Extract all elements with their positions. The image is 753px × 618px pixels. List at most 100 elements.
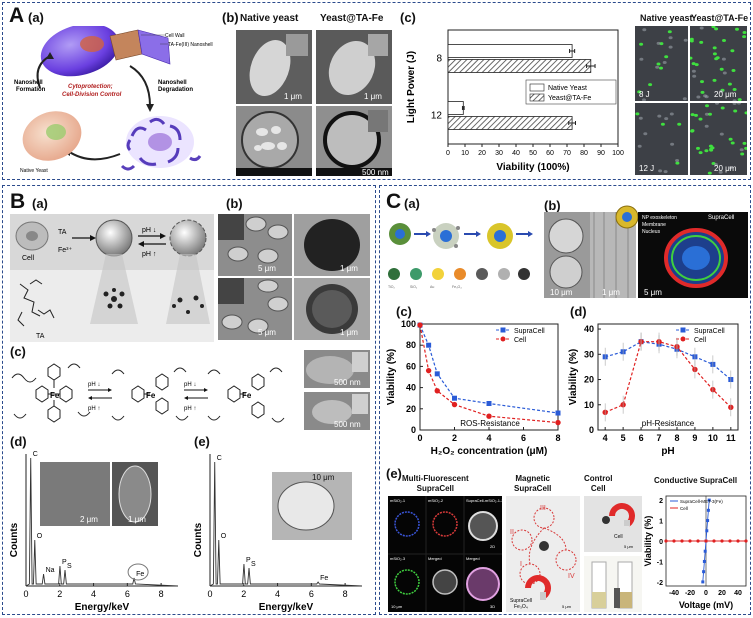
dead-cell <box>675 159 680 162</box>
dead-cell <box>699 26 704 30</box>
legend-label: Yeast@TA-Fe <box>548 95 591 102</box>
fluorescent-cell <box>637 90 642 94</box>
fluorescent-cell <box>720 106 725 110</box>
legend-marker <box>680 327 686 333</box>
panel-a-b-label: (b) <box>222 10 239 25</box>
fluorescent-cell <box>737 98 742 101</box>
x-tick-label: 7 <box>657 433 662 443</box>
e-multi-title: Multi-Fluorescent SupraCell <box>402 474 469 493</box>
svg-text:2D: 2D <box>490 544 495 549</box>
data-point <box>426 342 432 348</box>
dead-cell <box>713 163 718 166</box>
x-tick-label: 100 <box>612 150 624 157</box>
bar <box>447 101 464 115</box>
e-magnetic-title: Magnetic SupraCell <box>514 474 552 493</box>
data-point <box>705 529 709 533</box>
eds-scale: 1 μm <box>128 515 146 524</box>
c-scale-5um: 5 μm <box>644 288 662 297</box>
dead-cell <box>637 144 642 148</box>
data-point <box>703 549 707 553</box>
x-tick-label: 0 <box>446 150 450 157</box>
fl-ta-8j: 20 μm <box>690 26 747 101</box>
b-ph-down: pH ↓ <box>142 227 156 234</box>
x-tick-label: 0 <box>704 590 708 597</box>
fluorescent-cell <box>709 147 714 151</box>
series-line <box>419 324 559 424</box>
dead-cell <box>668 36 673 40</box>
dead-cell <box>696 95 701 99</box>
y-tick-label: -2 <box>657 580 663 587</box>
dead-cell <box>736 103 741 105</box>
c-np-exo: NP exoskeleton <box>642 215 677 221</box>
fluorescent-cell <box>707 171 712 175</box>
fluorescent-cell <box>698 117 703 121</box>
fluorescent-cell <box>675 161 680 165</box>
y-axis-label: Counts <box>9 522 20 557</box>
x-axis-label: Voltage (mV) <box>679 600 733 610</box>
data-point <box>680 539 684 543</box>
data-point <box>702 570 706 574</box>
data-point <box>704 539 708 543</box>
c-ph-down-2: pH ↓ <box>184 382 196 388</box>
b-c-sem-bottom: 500 nm <box>304 392 370 430</box>
panel-c-c-label: (c) <box>396 304 412 319</box>
dead-cell <box>692 74 697 78</box>
svg-text:TiO₂: TiO₂ <box>388 285 396 289</box>
fluorescent-cell <box>659 66 663 70</box>
x-tick-label: 40 <box>512 150 520 157</box>
data-point <box>688 539 692 543</box>
fluorescent-cell <box>712 52 717 56</box>
fluorescent-cell <box>667 30 672 34</box>
b-c-scale-500nm-2: 500 nm <box>334 420 361 429</box>
data-point <box>555 419 561 426</box>
fluorescent-cell <box>664 55 669 59</box>
dead-cell <box>732 103 737 105</box>
fluorescent-cell <box>735 27 739 31</box>
fluorescent-cell <box>730 141 735 145</box>
peak-label: Na <box>46 567 55 574</box>
dead-cell <box>721 57 726 61</box>
c-b-fluorescence: SupraCell NP exoskeleton Membrane Nucleu… <box>638 212 748 298</box>
dead-cell <box>658 169 663 173</box>
x-tick-label: 70 <box>563 150 571 157</box>
chart-annotation: pH-Resistance <box>642 419 695 428</box>
x-tick-label: 20 <box>718 590 726 597</box>
x-tick-label: -40 <box>669 590 679 597</box>
data-point <box>744 539 748 543</box>
x-tick-label: 4 <box>275 589 280 599</box>
fluorescent-cell <box>727 82 732 86</box>
peak-label: C <box>217 455 222 462</box>
dead-cell <box>656 41 661 45</box>
a-b-native-title: Native yeast <box>240 13 299 24</box>
x-tick-label: 0 <box>23 589 28 599</box>
scale-500nm: 500 nm <box>362 168 389 176</box>
b-tem-2: 1 μm <box>294 278 370 340</box>
dead-cell <box>704 124 709 128</box>
peak-label: C <box>33 451 38 458</box>
legend-label: Cell <box>514 337 527 344</box>
ta-fe-assembly-schematic: Cell TA Fe³⁺ pH ↓ pH ↑ TA <box>10 214 214 342</box>
c-nucleus: Nucleus <box>642 229 661 235</box>
x-tick-label: 11 <box>726 433 736 443</box>
b-c-scale-500nm: 500 nm <box>334 378 361 387</box>
b-scale-5um-2: 5 μm <box>258 328 276 337</box>
fluorescent-cell <box>648 83 653 87</box>
x-axis-label: Energy/keV <box>259 602 314 613</box>
fluorescent-cell <box>696 146 700 150</box>
fl-8j-label: 8 J <box>639 90 650 99</box>
ph-resistance-chart: 4 5 6 7 8 9 10 11 0 10 20 30 40 SupraCell Cell pH-Resis… <box>568 323 739 457</box>
b-scale-1um: 1 μm <box>340 264 358 273</box>
legend-marker <box>680 336 686 342</box>
b-scale-5um: 5 μm <box>258 264 276 273</box>
panel-a-a-label: (a) <box>28 10 44 25</box>
dead-cell <box>668 45 673 49</box>
fluorescent-cell <box>730 49 735 53</box>
x-tick-label: 6 <box>125 589 130 599</box>
dead-cell <box>655 65 660 69</box>
y-tick-label: 30 <box>584 349 594 359</box>
eds-inset-cell <box>277 481 335 531</box>
data-point <box>486 413 492 419</box>
legend-swatch <box>529 83 545 92</box>
x-tick-label: 8 <box>674 433 679 443</box>
